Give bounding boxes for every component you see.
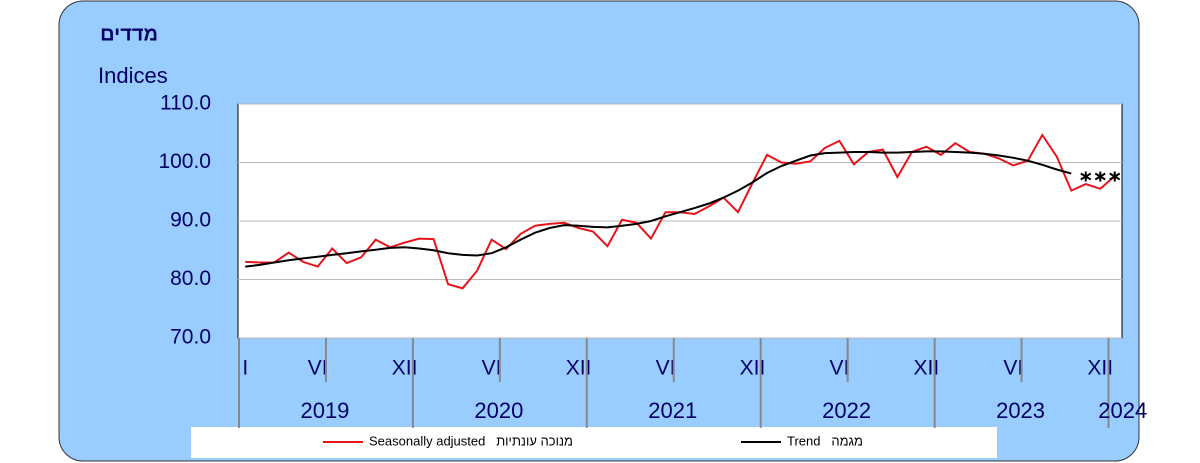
x-tick-label: XII [740, 357, 766, 380]
year-label: 2023 [996, 398, 1045, 423]
x-tick-label: VI [482, 357, 502, 380]
year-label: 2022 [822, 398, 871, 423]
x-tick-label: VI [829, 357, 849, 380]
x-tick-label: XII [566, 357, 592, 380]
marker-stroke [1094, 172, 1106, 181]
chart-title: מדדים [100, 23, 158, 45]
marker-stroke [1109, 172, 1121, 181]
marker-stroke [1080, 172, 1092, 181]
x-tick-label: I [242, 357, 248, 380]
y-tick-label: 80.0 [170, 267, 211, 290]
provisional-marker [1080, 171, 1092, 182]
x-tick-label: VI [1003, 357, 1023, 380]
year-label: 2020 [474, 398, 523, 423]
provisional-marker [1109, 171, 1121, 182]
y-tick-label: 100.0 [158, 150, 211, 173]
y-axis-label: Indices [98, 63, 168, 88]
y-tick-label: 110.0 [160, 92, 211, 115]
provisional-marker [1094, 171, 1106, 182]
year-label: 2021 [648, 398, 697, 423]
legend-label: Seasonally adjusted מנוכה עונתיות [369, 433, 573, 448]
x-tick-label: XII [392, 357, 418, 380]
legend-label: Trend מגמה [787, 433, 863, 448]
x-tick-label: VI [656, 357, 676, 380]
year-label: 2024 [1098, 398, 1147, 423]
x-tick-label: XII [1087, 357, 1113, 380]
x-tick-label: VI [308, 357, 328, 380]
year-label: 2019 [300, 398, 349, 423]
x-tick-label: XII [914, 357, 940, 380]
legend [191, 427, 997, 458]
series-line [245, 150, 1072, 268]
y-tick-label: 90.0 [170, 209, 211, 232]
y-tick-label: 70.0 [170, 326, 211, 349]
